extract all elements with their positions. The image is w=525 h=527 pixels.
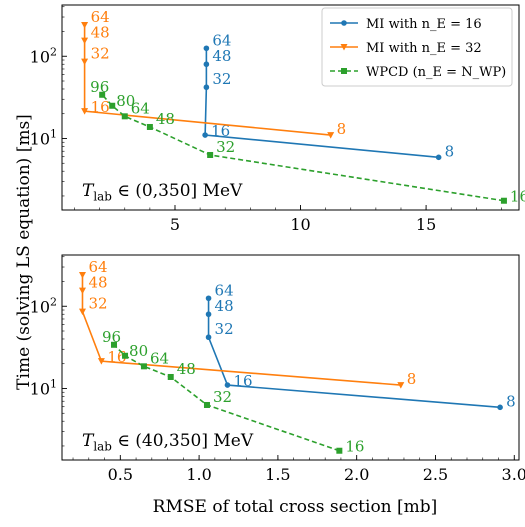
x-tick-label: 15	[416, 215, 436, 234]
data-point	[97, 358, 105, 365]
y-tick-label: 101	[30, 377, 57, 398]
data-point	[327, 132, 335, 139]
data-label: 32	[215, 320, 234, 338]
data-point	[497, 404, 503, 411]
data-point	[81, 58, 89, 66]
data-label: 64	[215, 281, 234, 299]
x-tick-label: 1.5	[265, 465, 290, 484]
legend-label: MI with n_E = 16	[366, 17, 482, 32]
data-label: 64	[131, 99, 150, 117]
data-point	[205, 295, 212, 302]
data-label: 96	[90, 78, 109, 96]
series-line	[83, 24, 331, 136]
data-point	[109, 102, 116, 109]
y-axis-label: Time (solving LS equation) [ms]	[14, 114, 34, 390]
data-point	[500, 197, 507, 204]
data-point	[78, 271, 86, 279]
data-label: 8	[506, 392, 516, 410]
data-label: 64	[91, 8, 110, 26]
data-label: 16	[510, 188, 525, 206]
legend-marker	[341, 20, 347, 26]
data-point	[111, 341, 118, 348]
x-tick-label: 1.0	[186, 465, 211, 484]
legend: MI with n_E = 16 MI with n_E = 32 WPCD (n_…	[321, 7, 513, 87]
data-label: 32	[213, 388, 232, 406]
data-label: 16	[211, 122, 230, 140]
data-point	[207, 151, 214, 158]
data-point	[140, 363, 147, 370]
data-label: 64	[150, 349, 169, 367]
data-label: 48	[177, 360, 196, 378]
data-point	[78, 308, 86, 316]
data-label: 48	[156, 110, 175, 128]
data-label: 64	[212, 31, 231, 49]
data-point	[81, 21, 89, 29]
data-label: 48	[91, 24, 110, 42]
legend-marker	[341, 68, 347, 74]
data-point	[203, 45, 210, 52]
y-tick-label: 101	[30, 127, 57, 148]
legend-label: WPCD (n_E = N_WP)	[366, 65, 506, 80]
data-label: 64	[88, 258, 107, 276]
x-tick-label: 2.0	[344, 465, 369, 484]
data-label: 8	[407, 370, 417, 388]
legend-label: MI with n_E = 32	[366, 41, 482, 56]
data-point	[336, 447, 343, 454]
data-point	[203, 61, 210, 68]
series-line	[81, 274, 401, 386]
data-label: 32	[88, 295, 107, 313]
data-point	[203, 84, 210, 91]
data-point	[435, 154, 442, 161]
panel-annotation: Tlab ∈ (40,350] MeV	[82, 431, 254, 453]
y-tick-label: 102	[30, 295, 57, 316]
data-label: 8	[445, 142, 455, 160]
data-point	[81, 108, 89, 115]
x-tick-label: 3.0	[502, 465, 525, 484]
data-label: 16	[91, 98, 110, 116]
data-label: 32	[91, 45, 110, 63]
data-label: 32	[212, 70, 231, 88]
series-line	[207, 298, 501, 409]
data-label: 48	[215, 297, 234, 315]
data-point	[167, 373, 174, 380]
data-label: 80	[116, 92, 135, 110]
x-tick-label: 2.5	[423, 465, 448, 484]
data-point	[224, 382, 231, 388]
data-point	[121, 113, 128, 120]
data-point	[203, 401, 210, 408]
data-point	[202, 132, 208, 138]
data-point	[99, 91, 106, 98]
plot-frame	[61, 4, 520, 211]
x-axis-label: RMSE of total cross section [mb]	[153, 497, 438, 517]
data-label: 32	[216, 138, 235, 156]
data-point	[81, 37, 89, 45]
series-line	[113, 344, 340, 452]
x-tick-label: 5	[170, 215, 180, 234]
x-tick-label: 0.5	[108, 465, 133, 484]
legend-box	[321, 7, 513, 87]
plot-frame	[61, 254, 520, 461]
data-label: 48	[88, 274, 107, 292]
data-point	[146, 123, 153, 130]
legend-marker	[340, 44, 348, 51]
panel-annotation: Tlab ∈ (0,350] MeV	[82, 181, 243, 203]
data-label: 16	[233, 372, 252, 390]
data-label: 96	[102, 328, 121, 346]
data-point	[78, 287, 86, 295]
data-label: 80	[129, 342, 148, 360]
data-point	[397, 382, 405, 389]
data-point	[205, 334, 212, 341]
y-tick-label: 102	[30, 45, 57, 66]
data-label: 48	[212, 47, 231, 65]
x-tick-label: 10	[290, 215, 310, 234]
data-point	[205, 311, 212, 318]
data-label: 8	[337, 120, 347, 138]
panel-lower: 0.5 1.0 1.5 2.0 2.5 3.0 101 102 Tlab ∈ (40,350] …	[30, 254, 525, 484]
data-point	[122, 352, 129, 359]
data-label: 16	[345, 438, 364, 456]
